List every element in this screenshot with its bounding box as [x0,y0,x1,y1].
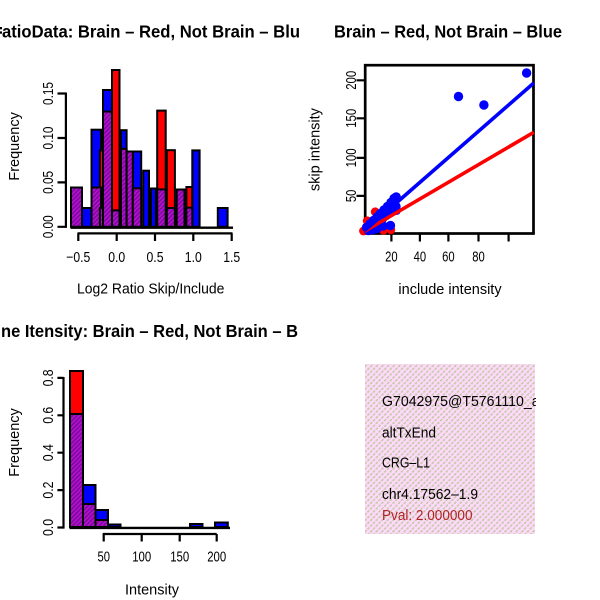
svg-text:G7042975@T5761110_at: G7042975@T5761110_at [382,394,544,410]
svg-text:1.5: 1.5 [223,250,240,266]
svg-text:100: 100 [344,148,360,167]
svg-text:Pval: 2.000000: Pval: 2.000000 [382,508,473,524]
svg-text:150: 150 [170,550,189,566]
svg-text:Log2 Ratio Skip/Include: Log2 Ratio Skip/Include [77,282,225,298]
svg-text:200: 200 [207,550,226,566]
svg-text:Frequency: Frequency [7,111,23,180]
svg-text:Intensity: Intensity [125,583,180,599]
svg-text:0.0: 0.0 [108,250,125,266]
svg-text:altTxEnd: altTxEnd [382,426,436,442]
svg-text:40: 40 [414,250,427,266]
svg-text:0.10: 0.10 [41,126,57,149]
svg-text:atioData: Brain – Red, Not Bra: atioData: Brain – Red, Not Brain – Blu [2,21,300,41]
svg-text:80: 80 [472,250,485,266]
svg-text:20: 20 [385,250,398,266]
svg-text:0.0: 0.0 [41,519,57,536]
svg-text:0.00: 0.00 [41,215,57,238]
svg-text:0.5: 0.5 [147,250,164,266]
svg-text:−0.5: −0.5 [66,250,90,266]
svg-text:1.0: 1.0 [185,250,202,266]
svg-text:chr4.17562–1.9: chr4.17562–1.9 [382,487,478,503]
svg-text:60: 60 [442,250,455,266]
svg-text:Brain – Red, Not Brain – Blue: Brain – Red, Not Brain – Blue [334,22,562,42]
svg-text:0.8: 0.8 [41,369,57,386]
svg-text:50: 50 [97,550,110,566]
svg-text:0.4: 0.4 [41,444,57,461]
svg-text:CRG–L1: CRG–L1 [382,456,430,472]
svg-text:100: 100 [132,550,151,566]
svg-text:Frequency: Frequency [7,408,23,477]
svg-text:0.15: 0.15 [41,82,57,105]
svg-text:150: 150 [344,109,360,128]
svg-text:include intensity: include intensity [398,282,502,298]
svg-text:0.6: 0.6 [41,407,57,424]
svg-text:skip intensity: skip intensity [308,107,324,191]
svg-text:0.2: 0.2 [41,482,57,499]
svg-text:0.05: 0.05 [41,171,57,194]
svg-text:200: 200 [344,71,360,90]
svg-text:ne Itensity: Brain – Red, Not: ne Itensity: Brain – Red, Not Brain – B [1,321,298,341]
svg-text:50: 50 [344,190,360,203]
